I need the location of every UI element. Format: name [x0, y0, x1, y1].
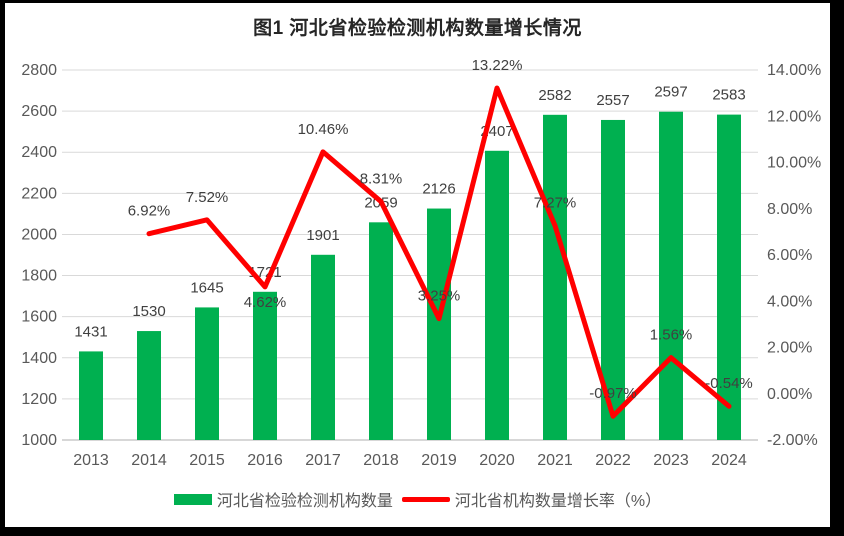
right-axis-tick-label: 14.00% — [767, 62, 821, 79]
bar-value-label: 2583 — [712, 87, 745, 104]
chart-title: 图1 河北省检验检测机构数量增长情况 — [253, 18, 582, 39]
bar — [195, 307, 219, 440]
bar — [369, 222, 393, 440]
left-axis-tick-label: 2600 — [21, 103, 57, 120]
legend-line-label: 河北省机构数量增长率（%） — [454, 493, 662, 510]
left-axis-tick-label: 2200 — [21, 185, 57, 202]
x-axis-tick-label: 2016 — [247, 452, 283, 469]
line-point-label: 8.31% — [360, 171, 403, 188]
x-axis-tick-label: 2015 — [189, 452, 225, 469]
line-point-label: 7.52% — [186, 189, 229, 206]
x-axis-tick-label: 2024 — [711, 452, 747, 469]
left-axis-tick-label: 1400 — [21, 350, 57, 367]
bar — [543, 114, 567, 441]
bar-value-label: 2597 — [654, 84, 687, 101]
left-axis-tick-label: 1800 — [21, 268, 57, 285]
right-axis-tick-label: 8.00% — [767, 201, 812, 218]
legend-line-swatch-icon — [401, 496, 450, 502]
bar-value-label: 1645 — [190, 279, 223, 296]
bar — [485, 150, 509, 441]
bar — [79, 351, 103, 440]
bar-value-label: 1530 — [132, 303, 165, 320]
right-axis-tick-label: 6.00% — [767, 247, 812, 264]
left-axis-tick-label: 2800 — [21, 62, 57, 79]
bar — [253, 291, 277, 440]
x-axis-tick-label: 2022 — [595, 452, 631, 469]
right-axis-tick-label: 2.00% — [767, 340, 812, 357]
bar — [137, 331, 161, 440]
x-axis-tick-label: 2017 — [305, 452, 341, 469]
right-axis-tick-label: 10.00% — [767, 155, 821, 172]
line-point-label: 7.27% — [534, 195, 577, 212]
x-axis-tick-label: 2020 — [479, 452, 515, 469]
bar-value-label: 1431 — [74, 323, 107, 340]
right-axis-tick-label: 0.00% — [767, 386, 812, 403]
growth-rate-line — [146, 85, 732, 419]
line-point-label: 6.92% — [128, 203, 171, 220]
right-axis-tick-label: -2.00% — [767, 432, 818, 449]
left-axis-tick-label: 2400 — [21, 144, 57, 161]
line-point-label: 4.62% — [244, 294, 287, 311]
left-axis-tick-label: 2000 — [21, 226, 57, 243]
right-axis-tick-label: 12.00% — [767, 108, 821, 125]
bar — [717, 114, 741, 440]
chart-legend: 河北省检验检测机构数量 河北省机构数量增长率（%） — [5, 487, 830, 511]
legend-item-bar-series: 河北省检验检测机构数量 — [173, 487, 393, 511]
x-axis-tick-label: 2018 — [363, 452, 399, 469]
x-axis-tick-label: 2013 — [73, 452, 109, 469]
right-axis-tick-label: 4.00% — [767, 293, 812, 310]
line-point-label: 13.22% — [472, 57, 523, 74]
x-axis-tick-label: 2019 — [421, 452, 457, 469]
bar — [427, 208, 451, 440]
left-axis-tick-label: 1000 — [21, 432, 57, 449]
legend-bar-swatch-icon — [173, 493, 212, 505]
legend-item-line-series: 河北省机构数量增长率（%） — [401, 487, 662, 511]
line-point-label: 3.25% — [418, 288, 461, 305]
bar-value-label: 2126 — [422, 181, 455, 198]
x-axis-tick-label: 2021 — [537, 452, 573, 469]
bar — [659, 111, 683, 440]
bar-value-label: 2582 — [538, 87, 571, 104]
left-axis-tick-label: 1600 — [21, 309, 57, 326]
bar-value-label: 1901 — [306, 227, 339, 244]
x-axis-tick-label: 2014 — [131, 452, 167, 469]
bar — [311, 254, 335, 440]
bar-value-label: 2557 — [596, 92, 629, 109]
left-axis-tick-label: 1200 — [21, 391, 57, 408]
x-axis-tick-label: 2023 — [653, 452, 689, 469]
line-point-label: 1.56% — [650, 327, 693, 344]
legend-bar-label: 河北省检验检测机构数量 — [216, 493, 393, 510]
line-point-label: 10.46% — [298, 121, 349, 138]
line-point-label: -0.97% — [589, 385, 637, 402]
line-point-label: -0.54% — [705, 375, 753, 392]
